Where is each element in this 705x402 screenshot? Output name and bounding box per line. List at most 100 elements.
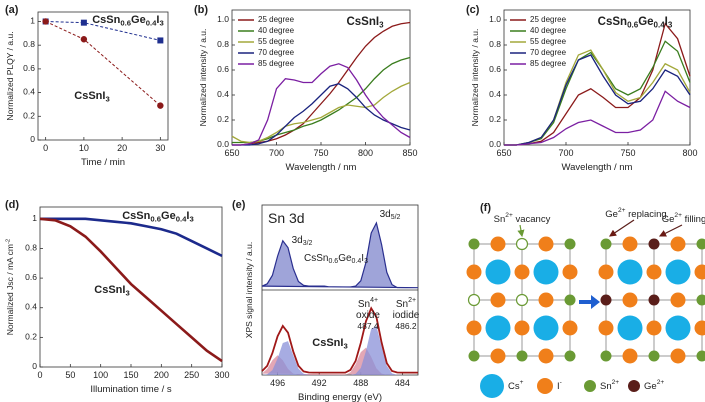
y-tick-label: 0.4 [23, 87, 35, 97]
i-ion [694, 264, 705, 280]
legend-label: 55 degree [530, 37, 567, 46]
x-tick-label: 30 [155, 143, 165, 153]
i-ion [670, 236, 686, 252]
x-axis-label: Time / min [81, 157, 125, 168]
panel-label: (b) [194, 4, 208, 16]
legend-label: Cs+ [508, 379, 524, 392]
sn-ion [516, 350, 528, 362]
i-ion [466, 320, 482, 336]
legend-swatch [628, 380, 640, 392]
i-ion [694, 320, 705, 336]
chart-title: CsSnI3 [346, 16, 384, 30]
x-tick-label: 0 [37, 370, 42, 380]
y-tick-label: 0.8 [25, 243, 37, 253]
peak-label: 3d3/2 [292, 235, 313, 247]
x-axis-label: Wavelength / nm [562, 162, 633, 173]
x-tick-label: 700 [558, 148, 573, 158]
legend-swatch [480, 374, 504, 398]
x-tick-label: 100 [93, 370, 108, 380]
annotation: Ge2+ filling [662, 212, 705, 225]
cs-ion [485, 259, 511, 285]
marker [157, 102, 164, 109]
x-tick-label: 496 [270, 378, 285, 388]
legend-label: Sn2+ [600, 379, 619, 392]
marker [80, 36, 88, 43]
y-tick-label: 0.8 [23, 39, 35, 49]
sn-vacancy [467, 293, 481, 307]
series-line [40, 217, 223, 258]
panel-label: (e) [232, 199, 246, 211]
cs-ion [617, 315, 643, 341]
marker [80, 19, 87, 26]
series-label: CsSn0.6Ge0.4I3 [122, 210, 194, 223]
y-tick-label: 0.0 [217, 139, 229, 149]
peak-area [261, 221, 419, 289]
legend-label: 85 degree [258, 59, 295, 68]
y-tick-label: 0.2 [217, 114, 229, 124]
x-tick-label: 650 [496, 148, 511, 158]
x-tick-label: 750 [620, 148, 635, 158]
i-ion [538, 348, 554, 364]
y-tick-label: 0.0 [489, 139, 501, 149]
arrow [579, 295, 600, 309]
y-tick-label: 0.6 [489, 64, 501, 74]
ge-ion [600, 294, 612, 306]
sn-ion [564, 350, 576, 362]
y-tick-label: 0.2 [25, 332, 37, 342]
peak-area [262, 326, 418, 375]
panel-label: (c) [466, 4, 480, 16]
y-tick-label: 0.8 [217, 39, 229, 49]
annotation: Sn2+ vacancy [494, 212, 551, 225]
annotation: oxide [356, 310, 380, 321]
i-ion [646, 264, 662, 280]
y-axis-label: XPS signal intensity / a.u. [244, 242, 254, 338]
plot-frame [37, 11, 169, 141]
panel-label: (d) [5, 199, 19, 211]
cs-ion [665, 259, 691, 285]
cs-ion [617, 259, 643, 285]
plot-frame [503, 9, 691, 146]
legend-label: 25 degree [530, 15, 567, 24]
i-ion [670, 348, 686, 364]
x-axis-label: Wavelength / nm [286, 162, 357, 173]
envelope-line [261, 306, 418, 374]
i-ion [562, 320, 578, 336]
x-tick-label: 750 [313, 148, 328, 158]
i-ion [622, 236, 638, 252]
y-tick-label: 0.6 [217, 64, 229, 74]
i-ion [538, 292, 554, 308]
sn-ion [468, 238, 480, 250]
i-ion [490, 236, 506, 252]
x-tick-label: 488 [353, 378, 368, 388]
y-tick-label: 1 [32, 213, 37, 223]
y-tick-label: 1.0 [489, 14, 501, 24]
legend-label: 55 degree [258, 37, 295, 46]
legend-swatch [537, 378, 553, 394]
y-tick-label: 0.6 [23, 63, 35, 73]
series-line [231, 81, 411, 144]
series-line [45, 20, 161, 41]
i-ion [646, 320, 662, 336]
series-line [232, 63, 411, 146]
sn-ion [696, 294, 705, 306]
i-ion [622, 292, 638, 308]
sn-ion [696, 350, 705, 362]
legend-swatch [584, 380, 596, 392]
i-ion [562, 264, 578, 280]
sn-ion [564, 238, 576, 250]
series-line [232, 83, 411, 146]
annotation-arrow [609, 219, 635, 237]
i-ion [466, 264, 482, 280]
x-tick-label: 300 [214, 370, 229, 380]
y-tick-label: 0.4 [489, 89, 501, 99]
legend-label: 40 degree [530, 26, 567, 35]
y-axis-label: Normalized intensity / a.u. [198, 29, 208, 127]
panel-label: (f) [480, 202, 491, 214]
annotation: Ge2+ replacing [605, 207, 666, 220]
x-tick-label: 650 [224, 148, 239, 158]
series-line [504, 90, 691, 146]
annotation: iodide [393, 310, 420, 321]
sn-ion [600, 238, 612, 250]
